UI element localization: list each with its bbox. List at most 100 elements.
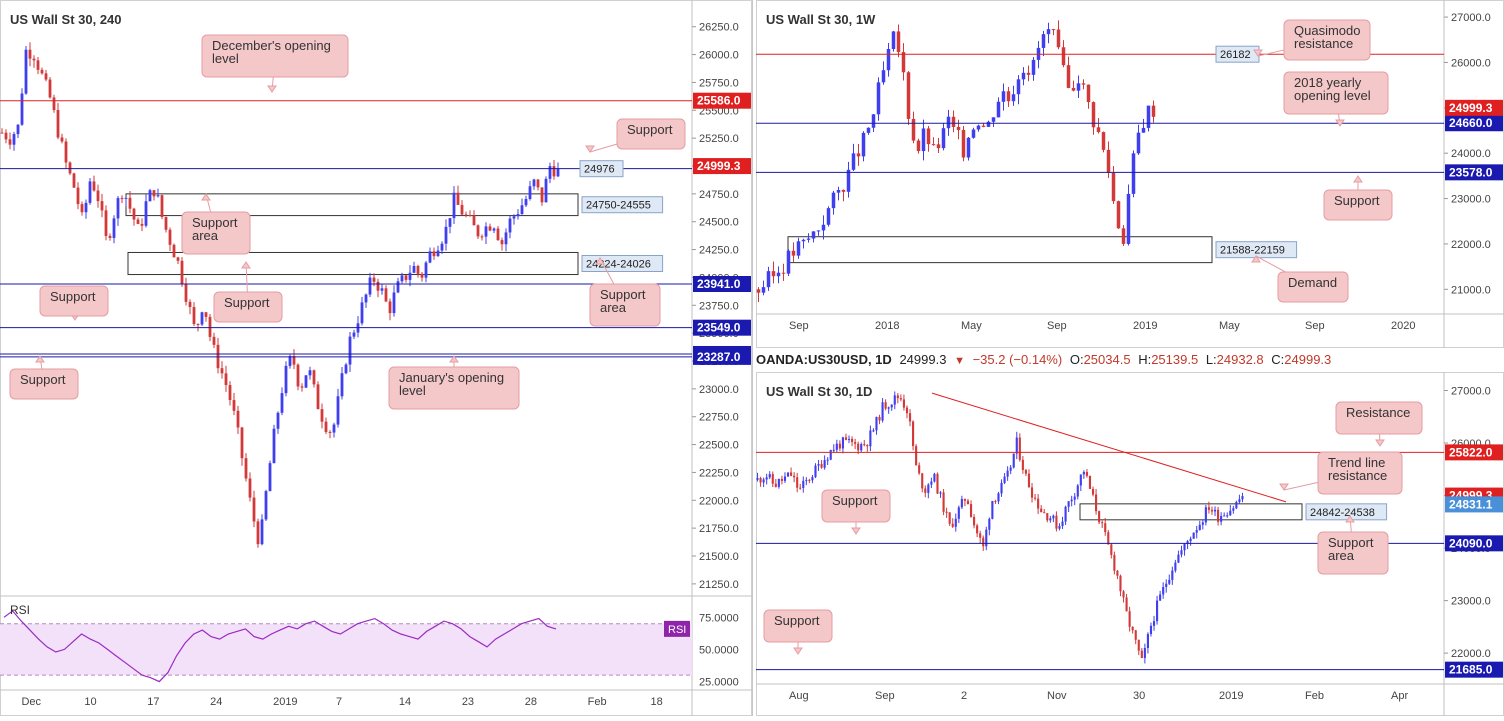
w1-chart-panel[interactable]: 21000.022000.023000.024000.025000.026000… (756, 0, 1504, 348)
h4-chart-panel[interactable]: 21250.0 21500.0 21750.0 22000.0 22250.0 22500… (0, 0, 752, 716)
candle-body (372, 277, 376, 282)
candle-body (1174, 562, 1177, 571)
candle-body (921, 128, 926, 152)
price-tag-bg (1445, 444, 1503, 461)
candle (806, 233, 811, 243)
y-tick-label: 24000.0 (1451, 148, 1491, 160)
candle (1207, 501, 1210, 514)
callout-box (821, 489, 891, 523)
candle (1011, 85, 1016, 106)
candle (951, 518, 954, 528)
candle (148, 188, 152, 202)
candle-body (1081, 83, 1086, 85)
callout-text: Support (192, 215, 238, 230)
candle-body (761, 287, 766, 293)
candle (20, 88, 24, 126)
candle-body (893, 395, 896, 405)
candle-body (288, 356, 292, 366)
candle-body (444, 226, 448, 244)
price-tag-label: 24999.3 (1449, 101, 1493, 115)
candle (808, 478, 811, 484)
candle (1213, 506, 1217, 517)
candle (92, 175, 96, 192)
candle-body (1159, 594, 1162, 601)
candle-body (36, 60, 40, 70)
level-price-tag: 23941.0 (693, 276, 751, 293)
candle-body (866, 127, 871, 133)
candle (890, 404, 893, 411)
zone-label-bg (581, 196, 664, 214)
candle (783, 472, 787, 484)
x-tick-label: 2019 (1219, 690, 1243, 702)
low-value: 24932.8 (1216, 352, 1264, 367)
candle (256, 518, 260, 548)
candle (771, 261, 776, 284)
candle (1110, 543, 1113, 559)
candle-body (829, 449, 832, 460)
candle-body (336, 396, 340, 425)
candle-body (1223, 515, 1226, 517)
candle-body (979, 533, 982, 538)
d1-chart-panel[interactable]: 22000.023000.024000.025000.026000.027000… (756, 372, 1504, 716)
callout: Support (39, 285, 109, 321)
candle-body (1189, 538, 1192, 542)
candle-body (1232, 508, 1235, 511)
price-tag-label: 23578.0 (1449, 165, 1493, 179)
candle (1091, 486, 1095, 497)
callout-box (181, 211, 251, 255)
candle (156, 188, 160, 198)
candle-body (1043, 512, 1046, 514)
candle (468, 210, 472, 217)
candle-body (1095, 494, 1098, 512)
candle-body (404, 275, 408, 280)
d1-chart[interactable]: 22000.023000.024000.025000.026000.027000… (756, 372, 1504, 716)
candle (252, 490, 256, 528)
candle (841, 189, 846, 202)
candle (524, 195, 528, 208)
candle-body (918, 465, 921, 474)
candle (1204, 504, 1207, 526)
y-tick-label: 26250.0 (699, 22, 739, 34)
rsi-tag-text: RSI (668, 624, 686, 636)
chart-frame (756, 0, 1504, 348)
candle (1223, 512, 1226, 517)
candle (516, 209, 520, 220)
open-value: 25034.5 (1083, 352, 1131, 367)
candle-body (164, 216, 168, 230)
candle-body (1085, 471, 1088, 476)
candle (1126, 184, 1131, 246)
candle (1137, 639, 1140, 656)
candle (866, 444, 869, 452)
y-tick-label: 23000.0 (1451, 194, 1491, 206)
candle-body (1136, 132, 1141, 154)
candle (781, 263, 786, 281)
level-price-tag: 25586.0 (693, 92, 751, 109)
callout-tip (201, 193, 211, 201)
price-tag-bg (1445, 164, 1503, 181)
callout-box (201, 34, 349, 78)
candle-body (228, 385, 232, 401)
w1-chart[interactable]: 21000.022000.023000.024000.025000.026000… (756, 0, 1504, 348)
candle (826, 206, 831, 227)
candle-body (1076, 83, 1081, 91)
candle-body (956, 126, 961, 131)
candle (793, 472, 796, 483)
y-tick-label: 22000.0 (1451, 239, 1491, 251)
candle (416, 264, 420, 278)
candle-body (1186, 541, 1189, 544)
candle-body (915, 446, 918, 466)
candle (76, 182, 80, 210)
candle-body (540, 187, 544, 203)
rsi-title: RSI (10, 603, 30, 617)
candle-body (996, 101, 1001, 118)
y-tick-label: 26000.0 (1451, 57, 1491, 69)
candle (1096, 117, 1101, 134)
callout-text: area (192, 228, 219, 243)
candle (1031, 57, 1036, 81)
h4-chart[interactable]: 21250.0 21500.0 21750.0 22000.0 22250.0 22500… (0, 0, 752, 716)
candle-body (945, 511, 948, 513)
candle (344, 362, 348, 375)
level-price-tag: 25822.0 (1445, 444, 1503, 461)
candle-body (933, 473, 936, 482)
